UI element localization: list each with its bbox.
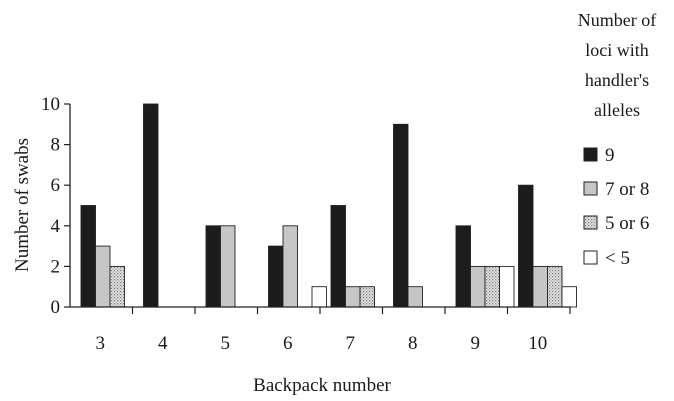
bar [547,265,563,308]
legend-label: 5 or 6 [605,213,649,234]
legend-label: < 5 [605,248,630,269]
legend-title-line: Number of [578,10,656,30]
y-tick-label: 6 [51,175,61,196]
y-axis-label: Number of swabs [12,138,33,272]
bar [80,205,96,308]
bar [268,245,284,308]
bar [205,225,221,308]
legend-title-line: handler's [585,70,649,90]
bar [532,265,548,308]
bar [561,286,577,308]
legend-title: Number of loci with handler's alleles [578,10,656,120]
bar [282,225,298,308]
bar [359,286,375,308]
x-tick-label: 7 [346,333,356,354]
y-tick-label: 0 [51,297,61,318]
y-tick-label: 10 [41,94,60,115]
bar [109,265,125,308]
y-tick-label: 4 [51,216,61,237]
legend-swatch [583,250,598,265]
x-tick-label: 9 [471,333,481,354]
x-tick-label: 10 [528,333,547,354]
x-tick-label: 6 [283,333,293,354]
bar [455,225,471,308]
x-axis-label: Backpack number [253,375,391,396]
bar [95,245,111,308]
bar [330,205,346,308]
legend-label: 7 or 8 [605,179,649,200]
legend-swatch [583,215,598,230]
x-ticks: 3 4 5 6 7 8 9 10 [96,307,571,354]
y-tick-label: 8 [51,135,61,156]
legend-title-line: alleles [594,100,640,120]
legend-label: 9 [605,145,615,166]
bar [311,286,327,308]
bar [484,265,500,308]
bar [407,286,423,308]
legend-title-line: loci with [585,40,649,60]
legend-swatch [583,181,598,196]
x-tick-label: 4 [158,333,168,354]
x-tick-label: 5 [221,333,231,354]
y-tick-label: 2 [51,256,61,277]
x-tick-label: 3 [96,333,106,354]
bar [345,286,361,308]
bar [220,225,236,308]
bar [470,265,486,308]
bar [518,184,534,308]
bar [393,123,409,308]
bar [499,265,515,308]
legend: 9 7 or 8 5 or 6 < 5 [583,145,649,269]
x-tick-label: 8 [408,333,418,354]
legend-swatch [583,147,598,162]
bars-layer [80,103,577,308]
y-ticks: 0 2 4 6 8 10 [41,94,70,318]
bar [143,103,159,308]
